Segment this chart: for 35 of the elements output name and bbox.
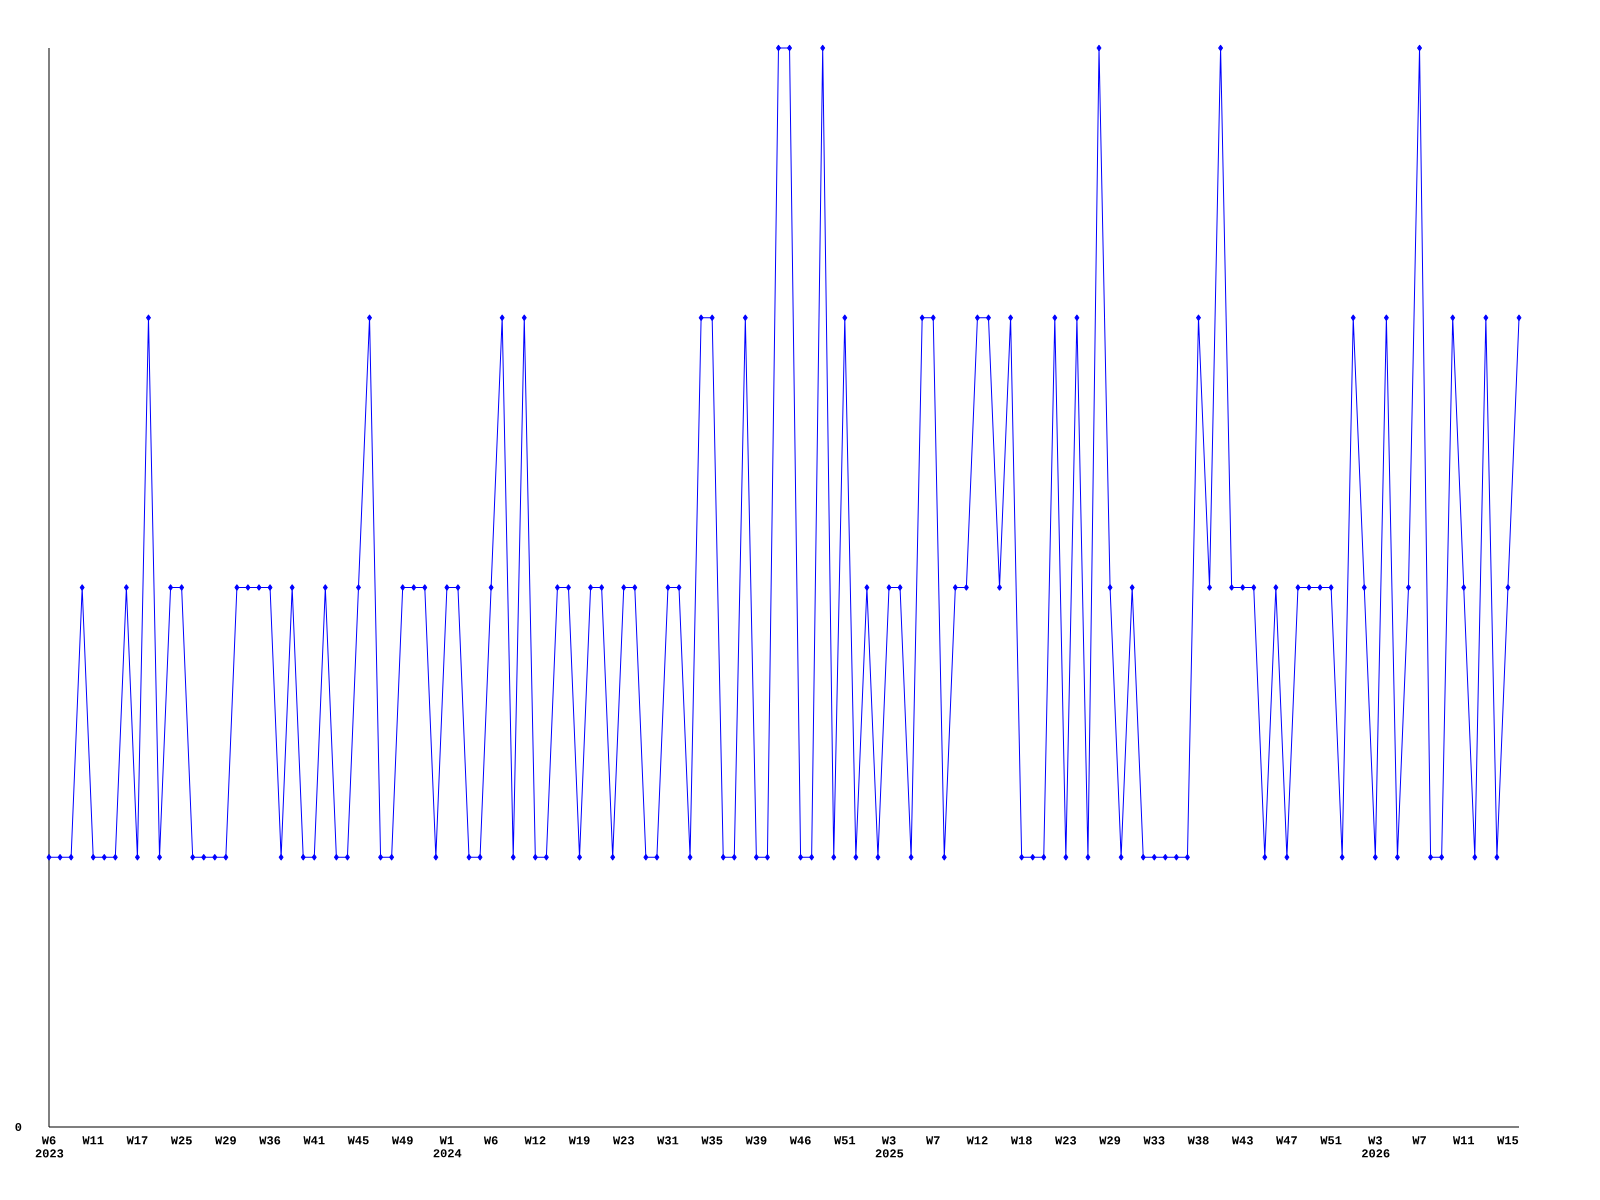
x-tick-label: W39 <box>745 1136 767 1145</box>
x-tick-label: W46 <box>789 1136 811 1145</box>
x-tick-label: W45 <box>347 1136 369 1145</box>
x-tick-label: W17 <box>126 1136 148 1145</box>
x-tick-label: W43 <box>1231 1136 1253 1145</box>
x-tick-label: W7 <box>926 1136 940 1145</box>
x-tick-label: W12 <box>966 1136 988 1145</box>
x-tick-label: W11 <box>1452 1136 1475 1145</box>
x-tick-label: W49 <box>391 1136 413 1145</box>
x-tick-label: W41 <box>303 1136 325 1145</box>
x-tick-label: W7 <box>1412 1136 1426 1145</box>
x-tick-label: W25 <box>170 1136 192 1145</box>
x-tick-label: W1 2024 <box>433 1136 462 1158</box>
x-tick-label: W6 <box>483 1136 498 1145</box>
x-tick-label: W51 <box>1320 1136 1342 1145</box>
x-tick-label: W23 <box>612 1136 634 1145</box>
text: 0 <box>15 1122 22 1132</box>
x-tick-label: W47 <box>1276 1136 1297 1145</box>
x-tick-label: W3 2025 <box>875 1136 904 1158</box>
x-tick-label: W29 <box>215 1136 236 1145</box>
x-tick-label: W33 <box>1143 1136 1165 1145</box>
x-tick-label: W11 <box>82 1136 104 1145</box>
x-tick-label: W18 <box>1010 1136 1032 1145</box>
x-tick-label: W23 <box>1055 1136 1077 1145</box>
x-tick-label: W29 <box>1099 1136 1121 1145</box>
x-tick-label: W19 <box>568 1136 590 1145</box>
x-tick-label: W51 <box>834 1136 856 1145</box>
x-tick-label: W3 2026 <box>1362 1136 1390 1158</box>
x-tick-label: W6 2023 <box>35 1136 64 1158</box>
x-tick-label: W36 <box>259 1136 281 1145</box>
x-tick-label: W12 <box>524 1136 546 1145</box>
x-tick-label: W38 <box>1187 1136 1209 1145</box>
x-tick-label: W35 <box>701 1136 723 1145</box>
x-tick-label: W15 <box>1497 1136 1519 1145</box>
x-tick-label: W31 <box>657 1136 679 1145</box>
